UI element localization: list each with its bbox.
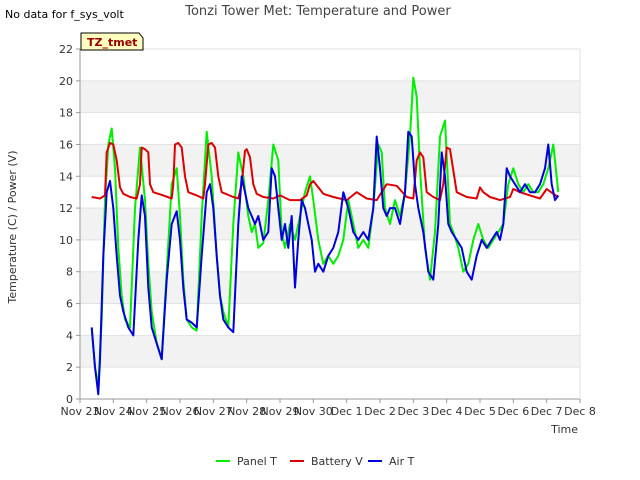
grid-band xyxy=(80,49,580,81)
tag-box-shape xyxy=(80,32,144,51)
y-tick-label: 10 xyxy=(59,234,73,247)
y-tick-label: 2 xyxy=(66,361,73,374)
grid-band xyxy=(80,144,580,177)
series-line-battery-v xyxy=(91,141,559,202)
x-tick-label: Nov 23 xyxy=(61,405,100,418)
series-lines xyxy=(90,76,560,396)
grid-band xyxy=(80,80,580,113)
tag-label: TZ_tmet xyxy=(87,36,137,49)
x-axis-label: Time xyxy=(550,423,578,436)
tag-box: TZ_tmet xyxy=(80,32,144,51)
x-tick-label: Nov 30 xyxy=(294,405,333,418)
y-tick-label: 0 xyxy=(66,393,73,406)
x-tick-label: Dec 6 xyxy=(497,405,529,418)
series-line-air-t xyxy=(90,130,560,396)
x-tick-label: Dec 8 xyxy=(564,405,596,418)
x-tick-label: Dec 1 xyxy=(331,405,363,418)
y-tick-label: 6 xyxy=(66,298,73,311)
grid-band xyxy=(80,271,580,304)
chart-title: Tonzi Tower Met: Temperature and Power xyxy=(184,4,451,19)
legend-label: Air T xyxy=(389,455,415,468)
x-tick-label: Dec 3 xyxy=(397,405,429,418)
x-tick-label: Nov 24 xyxy=(94,405,133,418)
y-tick-label: 18 xyxy=(59,107,73,120)
x-tick-label: Dec 5 xyxy=(464,405,496,418)
x-tick-label: Nov 26 xyxy=(161,405,200,418)
x-tick-label: Dec 7 xyxy=(531,405,563,418)
legend: Panel T Battery V Air T xyxy=(216,455,415,468)
legend-label: Panel T xyxy=(237,455,277,468)
y-axis-label: Temperature (C) / Power (V) xyxy=(6,150,19,304)
grid-band xyxy=(80,176,580,209)
plot-background xyxy=(80,49,580,399)
x-tick-label: Nov 27 xyxy=(194,405,233,418)
y-tick-label: 16 xyxy=(59,138,73,151)
y-tick-label: 22 xyxy=(59,43,73,56)
y-tick-label: 4 xyxy=(66,329,73,342)
x-tick-label: Dec 2 xyxy=(364,405,396,418)
x-tick-label: Dec 4 xyxy=(431,405,463,418)
y-tick-label: 14 xyxy=(59,170,73,183)
axes xyxy=(79,49,581,400)
y-tick-label: 20 xyxy=(59,75,73,88)
x-tick-label: Nov 25 xyxy=(127,405,166,418)
legend-label: Battery V xyxy=(311,455,363,468)
y-tick-label: 12 xyxy=(59,202,73,215)
no-data-notice: No data for f_sys_volt xyxy=(5,8,124,21)
grid-band xyxy=(80,367,580,399)
y-ticks: 0 2 4 6 8 10 12 14 16 18 20 22 xyxy=(59,43,80,406)
grid-band xyxy=(80,112,580,145)
y-tick-label: 8 xyxy=(66,266,73,279)
x-tick-label: Nov 28 xyxy=(227,405,266,418)
x-tick-label: Nov 29 xyxy=(261,405,300,418)
grid-band xyxy=(80,239,580,272)
